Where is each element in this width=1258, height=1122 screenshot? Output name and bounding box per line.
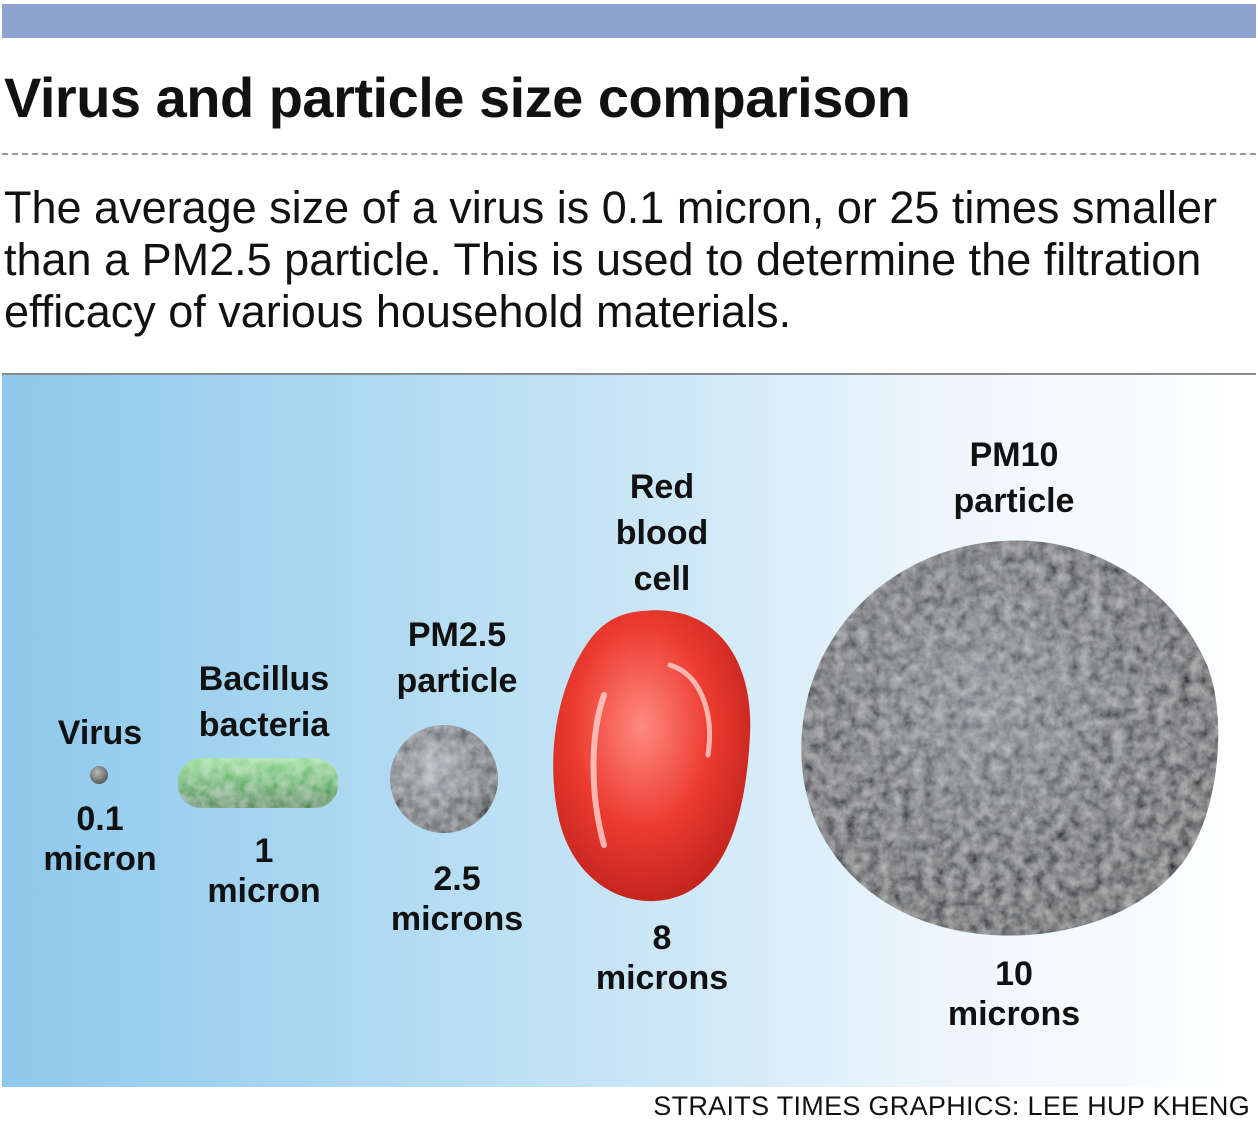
pm10-size-value: 10 bbox=[995, 955, 1033, 993]
virus-icon bbox=[90, 766, 108, 784]
pm25-size-value: 2.5 bbox=[433, 860, 481, 898]
top-accent-bar bbox=[2, 4, 1256, 38]
virus-size-unit: micron bbox=[43, 840, 157, 878]
pm10-label-line1: PM10 bbox=[969, 436, 1059, 474]
virus-label: Virus bbox=[57, 714, 143, 752]
particle-illustrations bbox=[90, 540, 1219, 936]
red-blood-cell-icon bbox=[553, 610, 751, 902]
title-divider bbox=[2, 153, 1256, 155]
comparison-panel: Virus 0.1 micron Bacillus bacteria 1 mic… bbox=[2, 373, 1256, 1087]
pm25-label-line2: particle bbox=[396, 662, 518, 700]
virus-size-value: 0.1 bbox=[76, 800, 124, 838]
rbc-size-value: 8 bbox=[652, 919, 672, 957]
bacteria-label-line1: Bacillus bbox=[198, 660, 330, 698]
page-title: Virus and particle size comparison bbox=[4, 66, 911, 129]
bacteria-label-line2: bacteria bbox=[198, 706, 330, 744]
graphics-credit: STRAITS TIMES GRAPHICS: LEE HUP KHENG bbox=[653, 1091, 1250, 1121]
pm10-label-line2: particle bbox=[953, 482, 1075, 520]
bacteria-icon bbox=[178, 758, 338, 808]
rbc-label-line1: Red bbox=[629, 468, 695, 506]
rbc-size-unit: microns bbox=[595, 959, 729, 997]
pm10-size-unit: microns bbox=[947, 995, 1081, 1033]
pm25-size-unit: microns bbox=[390, 900, 524, 938]
pm10-particle-icon bbox=[801, 540, 1219, 936]
bacteria-size-unit: micron bbox=[207, 872, 321, 910]
rbc-label-line3: cell bbox=[633, 560, 691, 598]
rbc-label-line2: blood bbox=[615, 514, 709, 552]
bacteria-size-value: 1 bbox=[254, 832, 274, 870]
subtitle: The average size of a virus is 0.1 micro… bbox=[4, 182, 1217, 337]
pm25-particle-icon bbox=[390, 725, 498, 833]
pm25-label-line1: PM2.5 bbox=[407, 616, 507, 654]
